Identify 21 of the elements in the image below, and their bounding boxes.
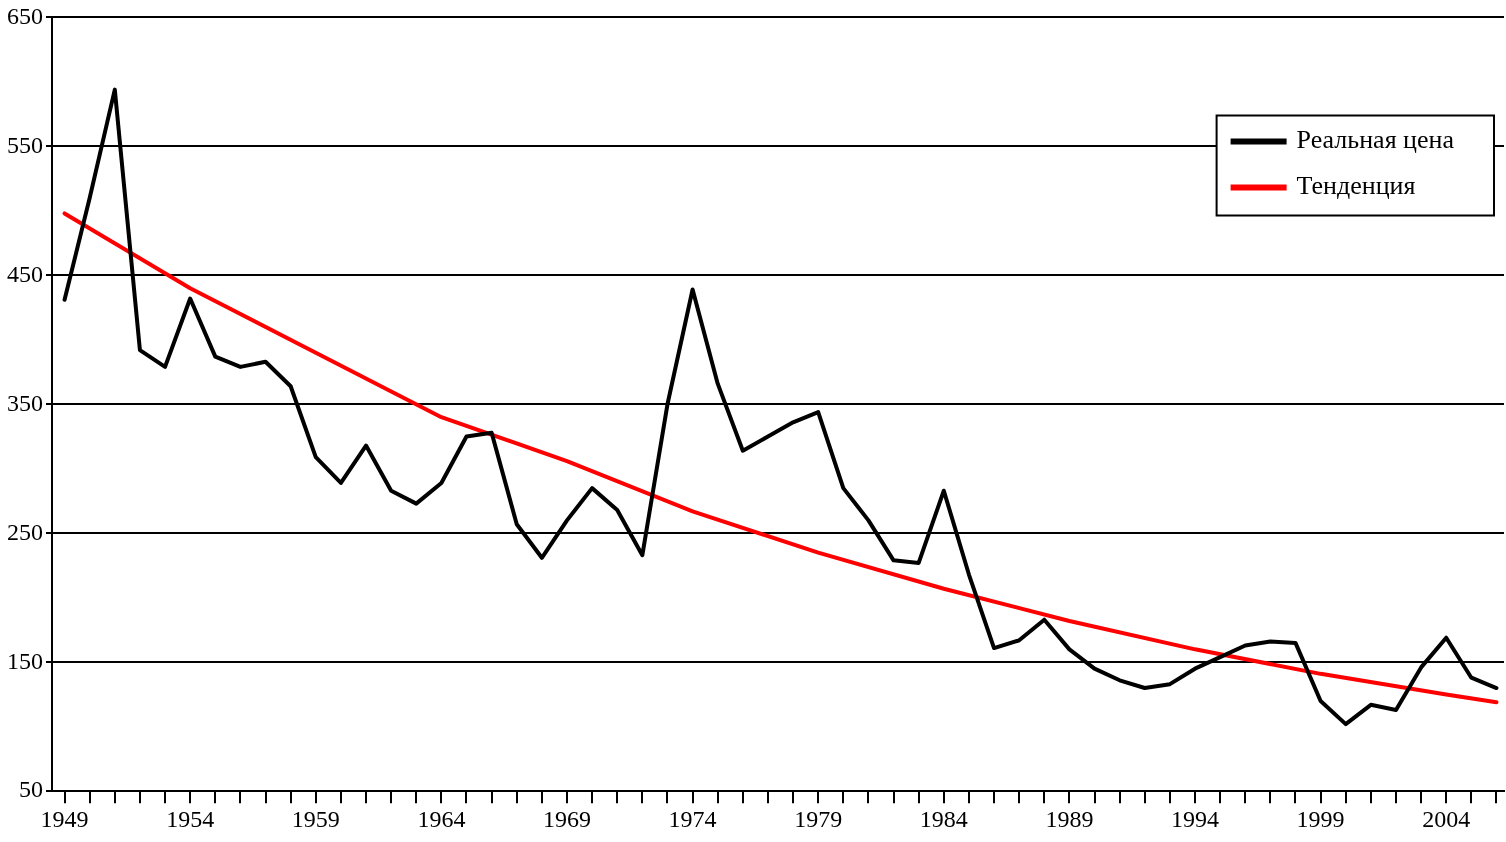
legend-label: Реальная цена <box>1296 125 1455 155</box>
x-tick-label: 2004 <box>1422 805 1471 832</box>
x-tick-label: 1984 <box>919 805 968 832</box>
y-tick-label: 450 <box>7 260 43 287</box>
y-tick-label: 550 <box>7 131 43 158</box>
x-tick-label: 1979 <box>794 805 843 832</box>
y-tick-label: 150 <box>7 647 43 674</box>
y-tick-label: 350 <box>7 389 43 416</box>
x-tick-label: 1959 <box>291 805 340 832</box>
x-tick-label: 1994 <box>1171 805 1220 832</box>
x-tick-label: 1949 <box>40 805 89 832</box>
x-tick-label: 1999 <box>1296 805 1345 832</box>
y-tick-label: 250 <box>7 518 43 545</box>
y-tick-label: 50 <box>19 776 43 803</box>
legend-label: Тенденция <box>1296 171 1416 201</box>
y-tick-label: 650 <box>7 2 43 29</box>
x-tick-label: 1969 <box>542 805 591 832</box>
x-tick-label: 1974 <box>668 805 717 832</box>
x-tick-label: 1954 <box>166 805 215 832</box>
x-tick-label: 1989 <box>1045 805 1094 832</box>
x-tick-label: 1964 <box>417 805 466 832</box>
